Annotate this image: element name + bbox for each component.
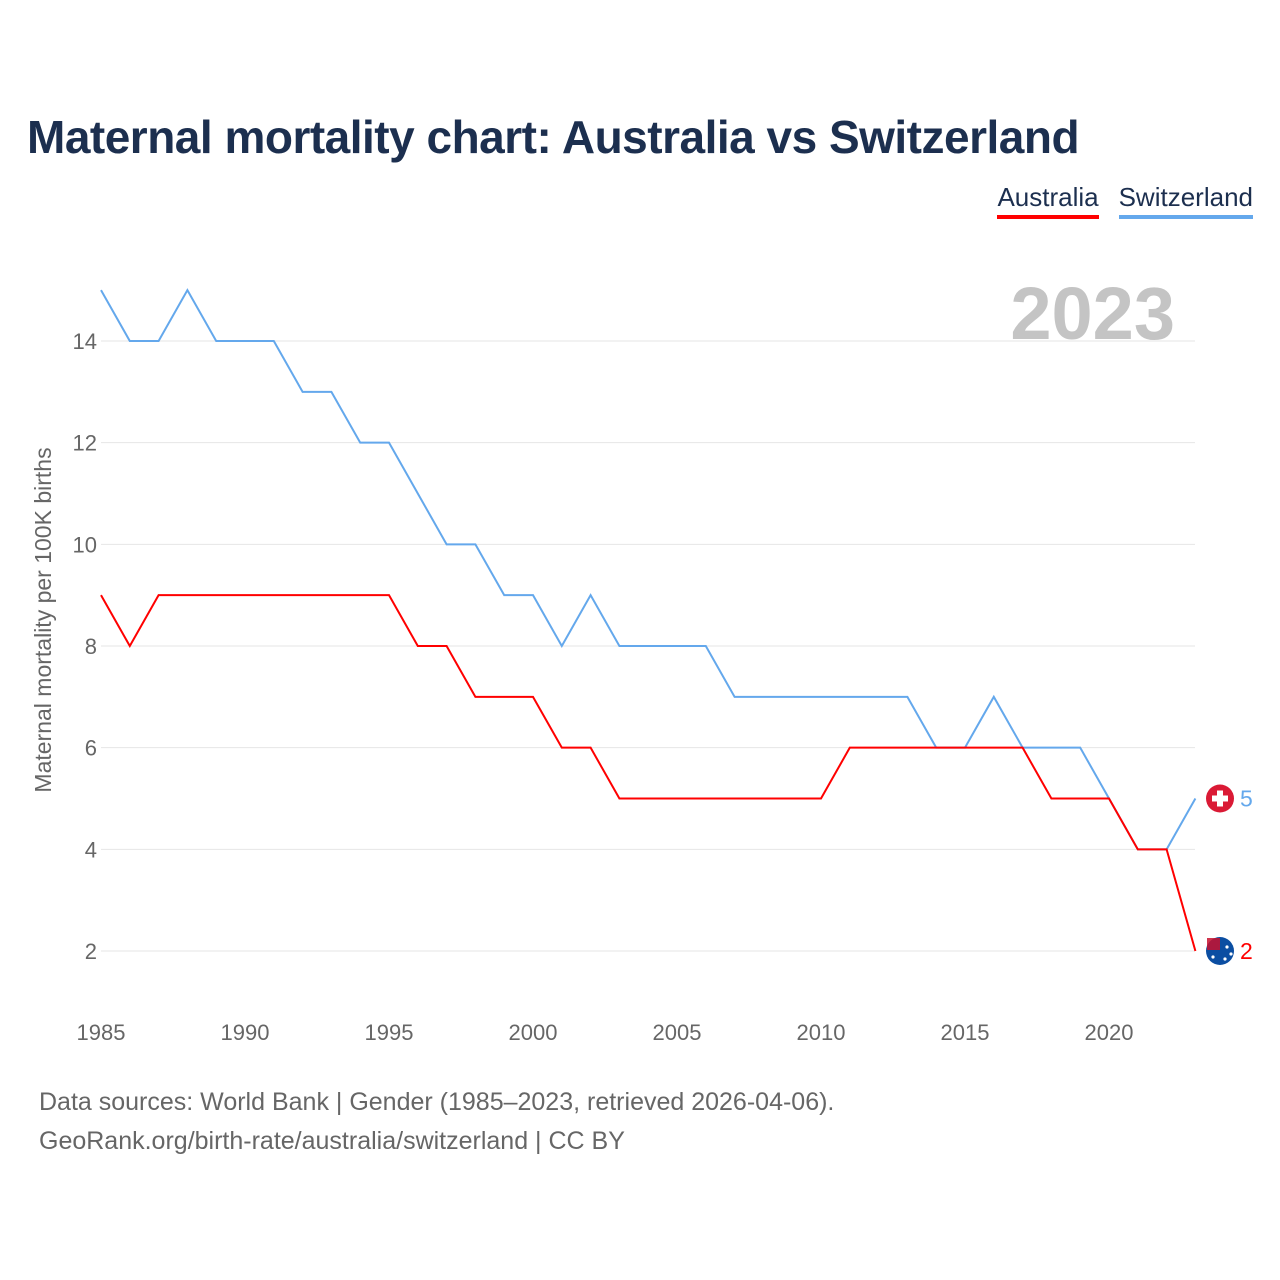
union-jack-canton	[1207, 938, 1220, 950]
y-tick-label: 10	[73, 532, 97, 557]
series-line-australia	[100, 594, 1197, 952]
legend: Australia Switzerland	[997, 182, 1253, 219]
footer-sources: Data sources: World Bank | Gender (1985–…	[39, 1088, 835, 1116]
series-line-switzerland	[100, 288, 1197, 851]
y-tick-label: 12	[73, 431, 97, 456]
x-tick-label: 1995	[365, 1020, 414, 1045]
x-tick-label: 2015	[941, 1020, 990, 1045]
end-value-label: 5	[1240, 786, 1253, 812]
x-tick-label: 2005	[653, 1020, 702, 1045]
legend-switzerland[interactable]: Switzerland	[1118, 182, 1253, 219]
x-tick-label: 1985	[77, 1020, 126, 1045]
y-tick-label: 8	[85, 634, 97, 659]
y-tick-label: 14	[73, 329, 97, 354]
swiss-cross	[1212, 795, 1228, 802]
x-tick-label: 2010	[797, 1020, 846, 1045]
flag-star	[1229, 952, 1233, 956]
footer-link[interactable]: GeoRank.org/birth-rate/australia/switzer…	[39, 1127, 625, 1155]
x-tick-label: 1990	[221, 1020, 270, 1045]
y-tick-label: 6	[85, 736, 97, 761]
year-watermark: 2023	[1010, 272, 1175, 355]
flag-star	[1225, 945, 1229, 949]
end-value-label: 2	[1240, 938, 1253, 964]
y-tick-label: 2	[85, 939, 97, 964]
x-tick-label: 2020	[1085, 1020, 1134, 1045]
flag-star	[1211, 955, 1215, 959]
x-tick-label: 2000	[509, 1020, 558, 1045]
y-axis-label: Maternal mortality per 100K births	[30, 447, 56, 792]
flag-star	[1223, 957, 1227, 961]
legend-australia[interactable]: Australia	[997, 182, 1099, 219]
chart-title: Maternal mortality chart: Australia vs S…	[27, 111, 1080, 163]
y-tick-label: 4	[85, 837, 97, 862]
